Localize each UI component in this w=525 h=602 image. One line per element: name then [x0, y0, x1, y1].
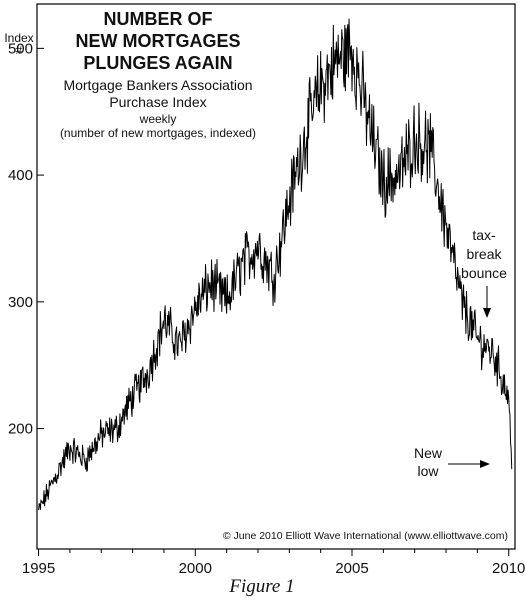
annotation-tax-break-line-3: bounce: [461, 265, 507, 281]
y-axis-label-line-2: #: [16, 43, 23, 57]
copyright-note: © June 2010 Elliott Wave International (…: [223, 530, 508, 542]
y-tick-label: 200: [8, 421, 33, 438]
new-low-arrow-head: [480, 460, 490, 468]
annotation-tax-break-line-2: break: [466, 246, 502, 262]
chart-title-line-3: PLUNGES AGAIN: [83, 53, 232, 73]
figure-caption: Figure 1: [228, 576, 294, 597]
x-axis: 1995 2000 2005 2010: [22, 549, 525, 577]
annotation-new-low-line-1: New: [414, 445, 443, 461]
description-note: (number of new mortgages, indexed): [60, 126, 256, 140]
y-tick-label: 300: [8, 294, 33, 311]
plot-frame: [36, 3, 516, 550]
y-tick-label: 400: [8, 167, 33, 184]
chart-title-line-1: NUMBER OF: [104, 9, 213, 29]
x-tick-label: 2005: [335, 560, 368, 577]
chart-title-line-2: NEW MORTGAGES: [76, 31, 241, 51]
x-tick-label: 2010: [492, 560, 525, 577]
annotation-new-low-line-2: low: [417, 463, 439, 479]
tax-break-arrow-head: [483, 308, 491, 318]
series-line-purchase-index: [38, 18, 513, 511]
series-layer: [38, 18, 513, 511]
chart-subtitle-line-1: Mortgage Bankers Association: [63, 77, 252, 93]
y-axis-label-line-1: Index: [4, 31, 33, 45]
annotation-tax-break-line-1: tax-: [472, 227, 496, 243]
frequency-note: weekly: [139, 112, 177, 126]
chart-subtitle-line-2: Purchase Index: [109, 94, 206, 110]
y-tick-label: 500: [8, 40, 33, 57]
x-tick-label: 2000: [179, 560, 212, 577]
y-axis: 200 300 400 500: [8, 40, 44, 438]
x-tick-label: 1995: [22, 560, 55, 577]
